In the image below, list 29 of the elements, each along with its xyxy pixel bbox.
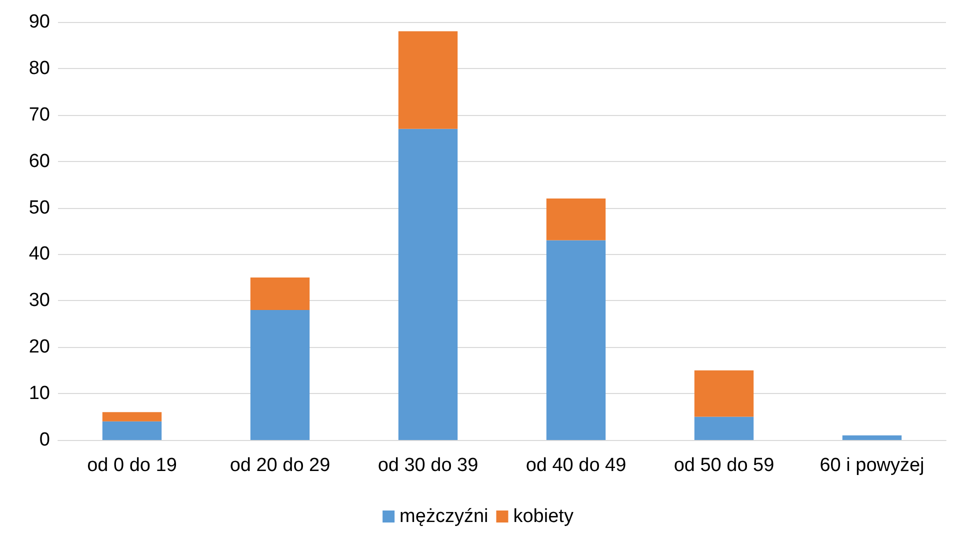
bar	[546, 240, 606, 440]
bar	[250, 310, 310, 440]
y-tick-label: 50	[28, 197, 50, 218]
x-tick-label: od 40 do 49	[526, 455, 626, 476]
legend-label: kobiety	[513, 506, 574, 527]
x-tick-label: 60 i powyżej	[820, 455, 924, 476]
x-tick-label: od 20 do 29	[230, 455, 330, 476]
bar	[398, 128, 458, 440]
bar	[694, 370, 754, 417]
x-tick-label: od 50 do 59	[674, 455, 774, 476]
y-tick-label: 80	[28, 58, 50, 79]
bar	[842, 435, 902, 440]
bar	[546, 198, 606, 240]
bar	[102, 421, 162, 440]
x-tick-label: od 0 do 19	[87, 455, 177, 476]
y-tick-label: 90	[28, 12, 50, 32]
y-tick-label: 60	[28, 150, 50, 172]
y-tick-label: 20	[28, 336, 50, 358]
bar	[694, 416, 754, 440]
bar	[102, 412, 162, 422]
y-tick-label: 0	[39, 430, 50, 450]
bar	[398, 31, 458, 129]
y-tick-label: 10	[28, 383, 50, 404]
x-tick-label: od 30 do 39	[378, 455, 478, 476]
y-tick-label: 70	[28, 104, 50, 126]
legend-label: mężczyźni	[400, 506, 488, 527]
bar	[250, 277, 310, 310]
y-tick-label: 40	[28, 244, 50, 265]
y-tick-label: 30	[28, 290, 50, 312]
